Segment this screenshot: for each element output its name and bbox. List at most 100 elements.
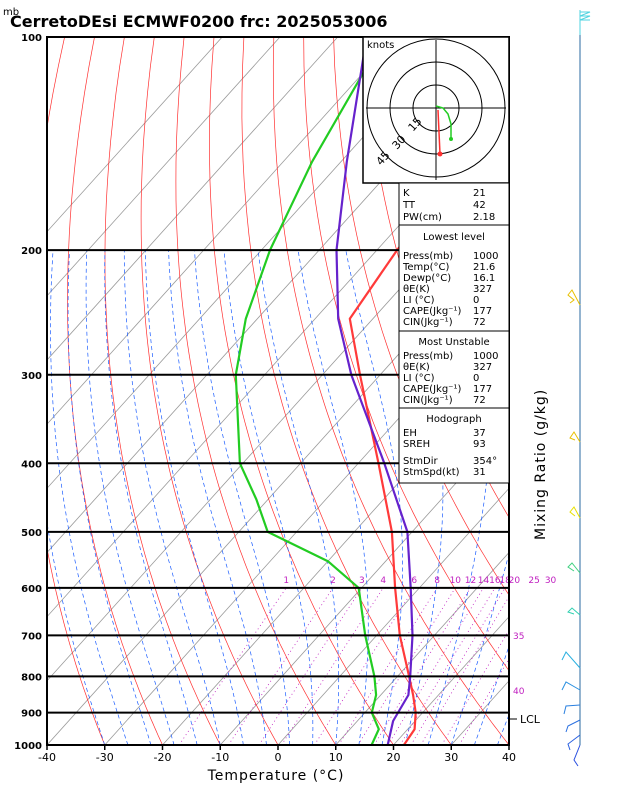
wind-barb — [570, 507, 580, 518]
moist-adiabat — [195, 250, 290, 745]
theta-e-label: 40 — [513, 687, 525, 697]
dry-adiabat — [603, 37, 618, 745]
hodograph-box-label: StmSpd(kt) — [403, 467, 460, 478]
hodograph: knots 15 30 45 — [363, 37, 509, 183]
x-tick-label: -30 — [96, 751, 114, 764]
y-tick-label: 100 — [21, 33, 42, 44]
y-tick-label: 600 — [21, 584, 42, 595]
index-label: TT — [402, 200, 416, 211]
moist-adiabat — [33, 250, 105, 745]
x-tick-label: -40 — [38, 751, 56, 764]
x-tick-label: 20 — [387, 751, 401, 764]
wind-barb — [566, 720, 580, 732]
mixing-ratio-line — [315, 588, 415, 745]
moist-adiabat — [68, 250, 151, 745]
lowest-level-value: 0 — [473, 295, 479, 306]
lowest-level-value: 16.1 — [473, 273, 495, 284]
y-tick-label: 800 — [21, 672, 42, 683]
x-tick-label: 0 — [275, 751, 282, 764]
hodograph-box-label: StmDir — [403, 456, 438, 467]
y-tick-label: 400 — [21, 459, 42, 470]
mixing-ratio-label: 6 — [411, 576, 417, 586]
most-unstable-label: CIN(Jkg⁻¹) — [403, 395, 453, 406]
moist-adiabat — [105, 250, 198, 745]
mixing-ratio-line — [374, 588, 470, 745]
hodograph-box-value: 354° — [473, 456, 497, 467]
lowest-level-label: Dewp(°C) — [403, 273, 451, 284]
lowest-level-label: CIN(Jkg⁻¹) — [403, 317, 453, 328]
chart-title: CerretoDEsi ECMWF0200 frc: 2025053006 — [10, 12, 388, 31]
x-tick-label: 10 — [329, 751, 343, 764]
moist-adiabat — [86, 250, 174, 745]
index-value: 21 — [473, 188, 486, 199]
dry-adiabat — [105, 37, 220, 745]
dry-adiabat — [68, 37, 163, 745]
mixing-ratio-label: 3 — [359, 576, 365, 586]
mixing-ratio-label: 10 — [450, 576, 462, 586]
isotherm — [0, 37, 395, 745]
mixing-ratio-label: 25 — [528, 576, 539, 586]
y-tick-label: 500 — [21, 528, 42, 539]
wind-barb — [580, 12, 590, 20]
dry-adiabat — [0, 37, 5, 745]
x-tick-label: 30 — [444, 751, 458, 764]
y-tick-label: 700 — [21, 631, 42, 642]
wind-barb-column — [562, 10, 590, 766]
mixing-ratio-axis-label: Mixing Ratio (g/kg) — [533, 389, 549, 540]
index-label: PW(cm) — [403, 212, 442, 223]
background-lines — [0, 37, 618, 745]
wind-barb — [568, 290, 580, 305]
mixing-ratio-line — [228, 588, 333, 745]
mixing-ratio-label: 4 — [380, 576, 386, 586]
most-unstable-value: 72 — [473, 395, 486, 406]
lowest-level-title: Lowest level — [423, 232, 485, 243]
index-value: 42 — [473, 200, 486, 211]
hodograph-box-value: 93 — [473, 439, 486, 450]
isotherm — [0, 37, 618, 745]
index-label: K — [403, 188, 410, 199]
hodograph-box-label: SREH — [403, 439, 430, 450]
wind-barb — [562, 682, 580, 690]
lowest-level-value: 327 — [473, 284, 492, 295]
lowest-level-label: Temp(°C) — [402, 262, 450, 273]
moist-adiabat — [169, 250, 267, 745]
lcl-label: LCL — [520, 713, 541, 726]
hodograph-box-value: 31 — [473, 467, 486, 478]
hodograph-end-marker — [449, 137, 453, 141]
mixing-ratio-label: 1 — [283, 576, 289, 586]
hodograph-units: knots — [367, 40, 394, 51]
most-unstable-label: Press(mb) — [403, 351, 453, 362]
most-unstable-label: θE(K) — [403, 362, 430, 373]
mixing-ratio-label: 12 — [465, 576, 476, 586]
lowest-level-label: CAPE(Jkg⁻¹) — [403, 306, 461, 317]
theta-e-label: 35 — [513, 632, 524, 642]
dry-adiabat — [513, 37, 618, 745]
lowest-level-label: θE(K) — [403, 284, 430, 295]
moist-adiabat — [298, 250, 368, 745]
storm-motion-dot — [438, 152, 443, 157]
y-tick-label: 900 — [21, 709, 42, 720]
lowest-level-value: 72 — [473, 317, 486, 328]
most-unstable-value: 177 — [473, 384, 492, 395]
moist-adiabat — [497, 250, 618, 745]
mixing-ratio-label: 8 — [434, 576, 440, 586]
lowest-level-label: LI (°C) — [403, 295, 435, 306]
wind-barb — [562, 652, 580, 668]
x-axis-label: Temperature (°C) — [207, 768, 345, 784]
wind-barb — [568, 563, 580, 573]
x-tick-label: 40 — [502, 751, 516, 764]
wind-barb — [564, 705, 580, 714]
most-unstable-value: 1000 — [473, 351, 498, 362]
mixing-ratio-label: 14 — [478, 576, 490, 586]
most-unstable-label: CAPE(Jkg⁻¹) — [403, 384, 461, 395]
wind-barb — [570, 432, 580, 442]
wind-barb — [568, 608, 580, 615]
most-unstable-title: Most Unstable — [418, 337, 489, 348]
isotherm — [509, 37, 618, 745]
mixing-ratio-label: 20 — [509, 576, 521, 586]
wind-barb — [574, 745, 580, 766]
hodograph-box-title: Hodograph — [426, 414, 481, 425]
moist-adiabat — [124, 250, 220, 745]
isotherm — [0, 37, 338, 745]
